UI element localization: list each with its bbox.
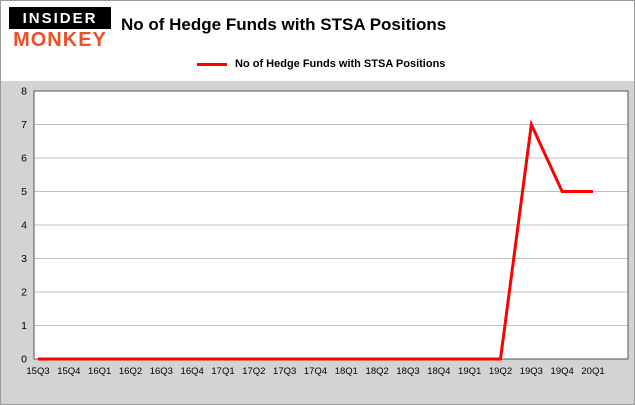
svg-text:16Q4: 16Q4: [181, 366, 204, 377]
svg-text:7: 7: [21, 119, 27, 131]
line-chart: 0 1 2 3 4 5 6 7 8 15Q3 15Q4 16Q1 16Q2 16Q3 16Q4 17Q1 17Q…: [1, 81, 634, 404]
svg-text:20Q1: 20Q1: [581, 366, 604, 377]
svg-text:18Q1: 18Q1: [335, 366, 358, 377]
svg-text:19Q1: 19Q1: [458, 366, 481, 377]
svg-text:18Q2: 18Q2: [366, 366, 389, 377]
svg-text:19Q2: 19Q2: [489, 366, 512, 377]
insider-monkey-logo: INSIDER MONKEY: [9, 7, 111, 52]
svg-text:19Q3: 19Q3: [520, 366, 543, 377]
chart-header: INSIDER MONKEY No of Hedge Funds with ST…: [1, 1, 634, 81]
svg-text:15Q3: 15Q3: [26, 366, 49, 377]
svg-text:8: 8: [21, 86, 27, 98]
svg-text:17Q4: 17Q4: [304, 366, 327, 377]
svg-text:15Q4: 15Q4: [57, 366, 80, 377]
legend-label: No of Hedge Funds with STSA Positions: [235, 58, 446, 70]
svg-text:2: 2: [21, 287, 27, 299]
svg-text:18Q4: 18Q4: [427, 366, 450, 377]
legend-line-swatch: [197, 62, 227, 66]
svg-text:19Q4: 19Q4: [551, 366, 574, 377]
svg-text:16Q3: 16Q3: [150, 366, 173, 377]
svg-text:16Q2: 16Q2: [119, 366, 142, 377]
logo-text-monkey: MONKEY: [13, 29, 107, 51]
svg-text:17Q3: 17Q3: [273, 366, 296, 377]
svg-text:1: 1: [21, 320, 27, 332]
svg-text:17Q2: 17Q2: [242, 366, 265, 377]
svg-text:16Q1: 16Q1: [88, 366, 111, 377]
svg-text:18Q3: 18Q3: [396, 366, 419, 377]
svg-text:3: 3: [21, 253, 27, 265]
svg-text:0: 0: [21, 354, 27, 366]
svg-text:4: 4: [21, 220, 27, 232]
legend: No of Hedge Funds with STSA Positions: [197, 58, 445, 70]
svg-text:17Q1: 17Q1: [211, 366, 234, 377]
page-title: No of Hedge Funds with STSA Positions: [121, 15, 447, 34]
svg-text:6: 6: [21, 153, 27, 165]
logo-text-insider: INSIDER: [9, 7, 111, 29]
svg-text:5: 5: [21, 186, 27, 198]
